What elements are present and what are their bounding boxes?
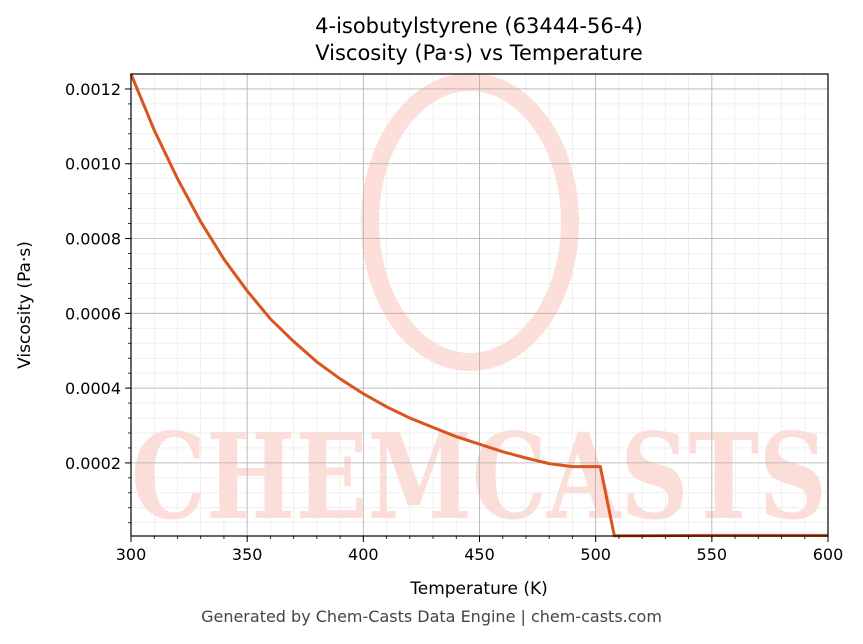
y-tick-label: 0.0006 [65, 304, 121, 323]
y-tick-label: 0.0008 [65, 230, 121, 249]
x-tick-label: 300 [116, 545, 147, 564]
footer-credit: Generated by Chem-Casts Data Engine | ch… [201, 607, 662, 626]
chart-title-line2: Viscosity (Pa·s) vs Temperature [315, 41, 643, 65]
y-tick-label: 0.0010 [65, 155, 121, 174]
watermark-text: CHEMCASTS [131, 407, 827, 546]
y-tick-label: 0.0002 [65, 454, 121, 473]
series-line-viscosity [129, 73, 828, 538]
x-tick-label: 350 [232, 545, 263, 564]
y-tick-label: 0.0004 [65, 379, 121, 398]
x-tick-label: 600 [813, 545, 844, 564]
x-tick-label: 450 [464, 545, 495, 564]
x-axis-label: Temperature (K) [409, 579, 548, 599]
chart-title-line1: 4-isobutylstyrene (63444-56-4) [315, 14, 643, 38]
x-tick-label: 500 [580, 545, 611, 564]
y-tick-label: 0.0012 [65, 80, 121, 99]
watermark: CHEMCASTS [131, 73, 827, 546]
x-tick-label: 400 [348, 545, 379, 564]
y-axis-ticks: 0.0002 0.0004 0.0006 0.0008 0.0010 0.0012 [65, 80, 131, 524]
x-tick-label: 550 [697, 545, 728, 564]
y-axis-label: Viscosity (Pa·s) [15, 241, 35, 369]
x-axis-ticks: 300 350 400 450 500 550 600 [116, 536, 844, 564]
watermark-logo-ring [361, 73, 579, 371]
